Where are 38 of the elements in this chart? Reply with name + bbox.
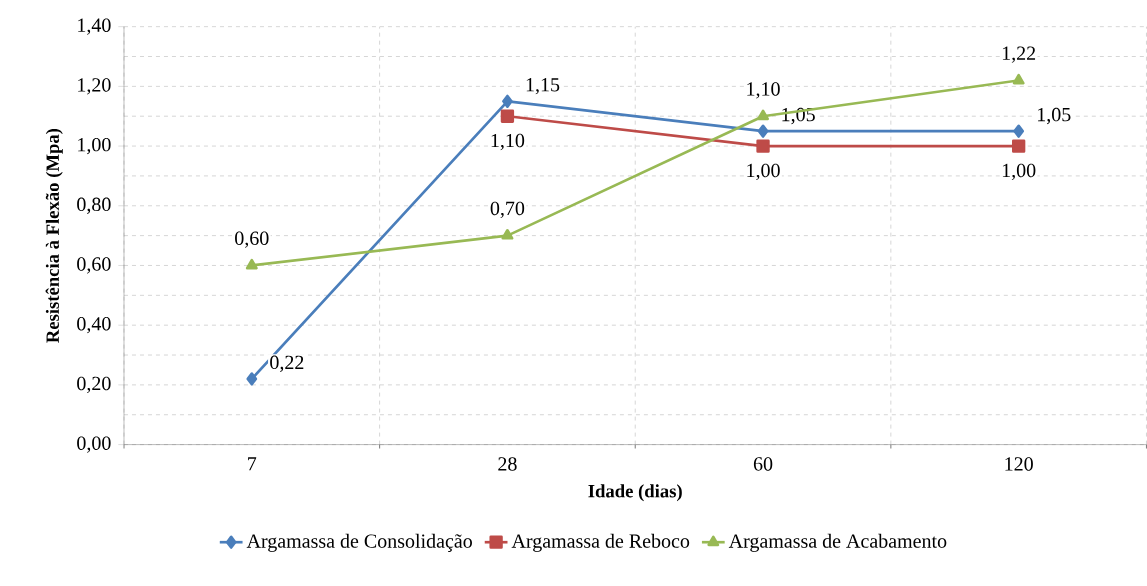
data-label: 1,00	[1002, 163, 1036, 181]
y-tick-label: 0,00	[77, 436, 111, 453]
legend-label: Argamassa de Consolidação	[246, 533, 472, 552]
y-tick-label: 1,20	[78, 78, 111, 95]
point	[1011, 139, 1026, 153]
point	[757, 109, 769, 121]
data-label: 1,00	[747, 163, 780, 181]
data-label: 0,22	[270, 355, 304, 373]
x-tick-label: 120	[1005, 457, 1033, 471]
data-label: 1,10	[491, 133, 525, 151]
y-tick-label: 0,60	[77, 257, 111, 274]
point	[1013, 124, 1024, 138]
point	[502, 94, 513, 109]
point	[756, 139, 770, 153]
x-tick-label: 28	[498, 457, 517, 471]
point	[1012, 73, 1025, 85]
data-label: 1,22	[1002, 46, 1036, 63]
point	[501, 229, 514, 240]
x-tick-label: 7	[248, 457, 257, 471]
point	[500, 109, 515, 123]
y-tick-label: 1,00	[78, 137, 111, 155]
data-label: 0,60	[235, 231, 269, 248]
data-label: 1,10	[747, 82, 780, 99]
data-label: 0,70	[490, 201, 525, 219]
y-tick-label: 0,40	[77, 317, 111, 334]
point	[245, 258, 258, 270]
point	[246, 372, 258, 386]
legend-label: Argamassa de Reboco	[511, 533, 690, 552]
x-tick-label: 60	[753, 457, 773, 471]
point	[757, 124, 769, 138]
data-label: 1,15	[526, 78, 560, 95]
data-label: 1,05	[1038, 107, 1071, 125]
x-axis-title: Idade (dias)	[588, 484, 682, 502]
y-axis-title: Resistência à Flexão (Mpa)	[45, 128, 63, 343]
y-tick-label: 0,80	[77, 197, 111, 214]
y-tick-label: 1,40	[78, 18, 111, 35]
legend-label: Argamassa de Acabamento	[728, 533, 947, 552]
y-tick-label: 0,20	[77, 376, 111, 394]
